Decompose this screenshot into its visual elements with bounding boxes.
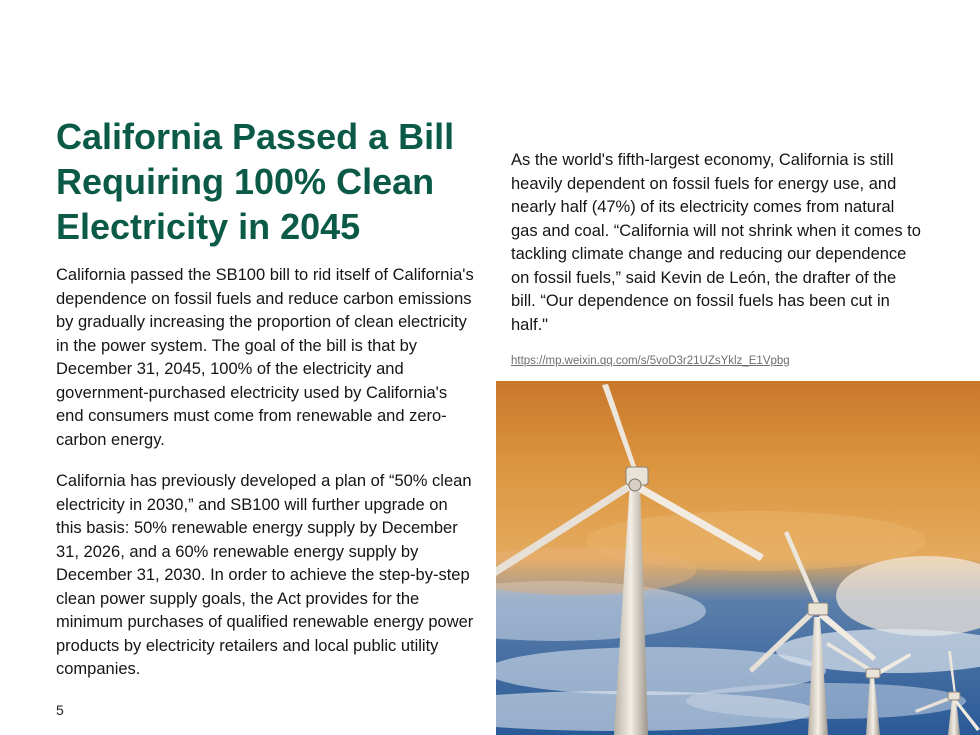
wind-turbines-photo bbox=[496, 381, 980, 735]
wind-turbine-medium bbox=[749, 531, 876, 735]
body-paragraph-economy: As the world's fifth-largest economy, Ca… bbox=[511, 151, 921, 334]
wind-turbine-far bbox=[915, 651, 980, 735]
slide-title: California Passed a Bill Requiring 100% … bbox=[56, 116, 455, 247]
wind-turbines-image bbox=[496, 381, 980, 735]
body-paragraph-sb100: California passed the SB100 bill to rid … bbox=[56, 266, 474, 449]
body-paragraph-targets: California has previously developed a pl… bbox=[56, 472, 474, 678]
wind-turbine-large bbox=[496, 384, 764, 735]
wind-turbine-small bbox=[826, 642, 911, 735]
page-number: 5 bbox=[56, 702, 64, 718]
cloud-layer bbox=[496, 511, 980, 731]
source-link[interactable]: https://mp.weixin.qq.com/s/5voD3r21UZsYk… bbox=[511, 355, 790, 367]
